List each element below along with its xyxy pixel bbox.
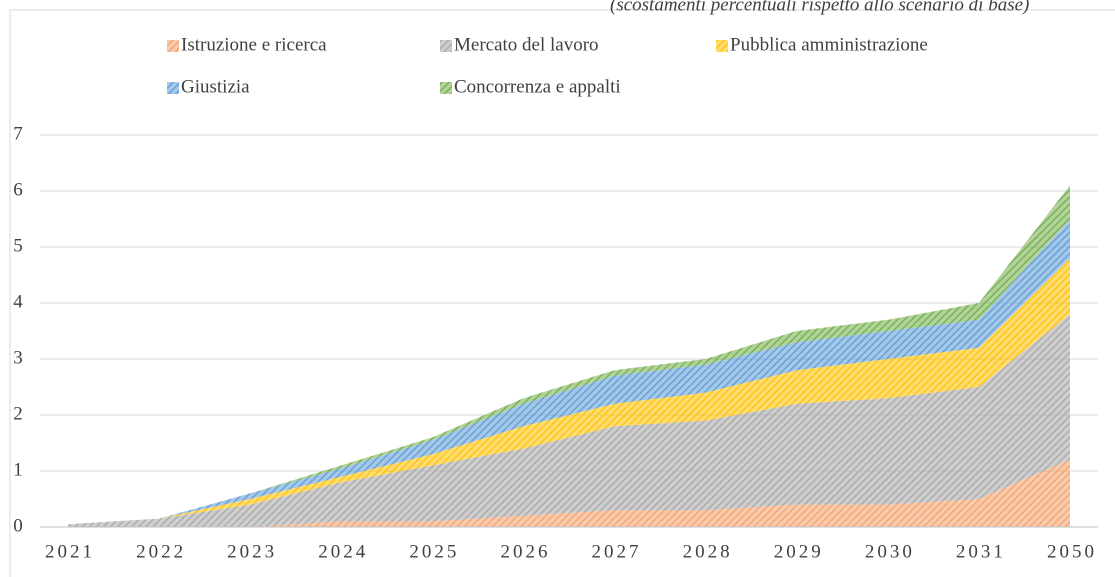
legend-swatch: [440, 40, 452, 52]
x-tick-label: 2025: [409, 541, 459, 562]
x-tick-label: 2050: [1047, 541, 1097, 562]
legend-label: Istruzione e ricerca: [181, 34, 327, 55]
x-tick-label: 2029: [774, 541, 824, 562]
y-tick-label: 5: [13, 235, 23, 256]
x-tick-label: 2027: [592, 541, 642, 562]
y-tick-label: 6: [13, 179, 23, 200]
y-tick-label: 2: [13, 403, 23, 424]
legend-label: Concorrenza e appalti: [454, 76, 621, 97]
area: [68, 459, 1070, 527]
x-tick-label: 2024: [318, 541, 368, 562]
x-tick-label: 2022: [136, 541, 186, 562]
y-tick-label: 4: [13, 291, 23, 312]
legend-swatch: [440, 82, 452, 94]
x-tick-label: 2030: [865, 541, 915, 562]
x-tick-label: 2026: [500, 541, 550, 562]
y-tick-label: 1: [13, 459, 23, 480]
legend-label: Mercato del lavoro: [454, 34, 599, 55]
x-tick-label: 2028: [683, 541, 733, 562]
chart-frame: [9, 9, 1115, 577]
area: [68, 314, 1070, 527]
x-tick-label: 2021: [45, 541, 95, 562]
y-tick-label: 0: [13, 515, 23, 536]
x-tick-label: 2031: [956, 541, 1006, 562]
area: [68, 258, 1070, 525]
legend-label: Giustizia: [181, 76, 250, 97]
y-tick-label: 7: [13, 123, 23, 144]
legend-label: Pubblica amministrazione: [730, 34, 928, 55]
chart-subtitle: (scostamenti percentuali rispetto allo s…: [610, 0, 1029, 15]
legend-swatch: [716, 40, 728, 52]
legend-swatch: [167, 82, 179, 94]
x-tick-label: 2023: [227, 541, 277, 562]
y-tick-label: 3: [13, 347, 23, 368]
legend-swatch: [167, 40, 179, 52]
